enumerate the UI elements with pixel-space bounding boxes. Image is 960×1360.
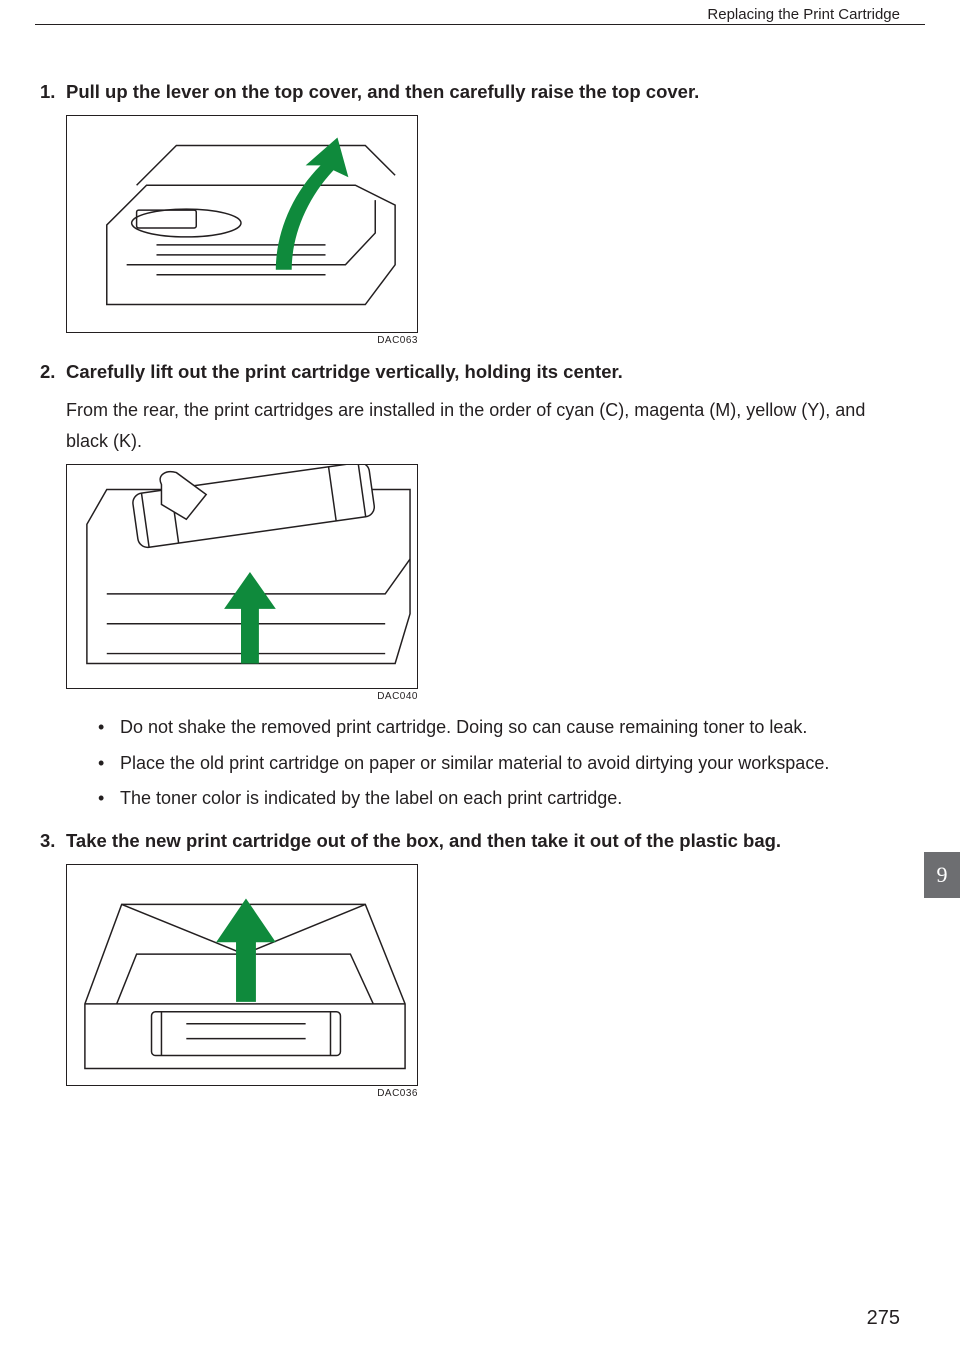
up-arrow-icon — [224, 572, 276, 663]
step-2-bullet-3: The toner color is indicated by the labe… — [98, 783, 900, 815]
figure-1-caption: DAC063 — [66, 335, 418, 346]
step-2-title: Carefully lift out the print cartridge v… — [66, 360, 900, 385]
step-1-heading: 1. Pull up the lever on the top cover, a… — [40, 80, 900, 105]
page-number: 275 — [867, 1307, 900, 1330]
step-3-heading: 3. Take the new print cartridge out of t… — [40, 829, 900, 854]
step-2: 2. Carefully lift out the print cartridg… — [40, 360, 900, 815]
printer-open-cover-icon — [67, 115, 417, 333]
step-2-number: 2. — [40, 360, 66, 385]
figure-1: DAC063 — [66, 115, 418, 346]
figure-2-caption: DAC040 — [66, 691, 418, 702]
step-2-bullet-2: Place the old print cartridge on paper o… — [98, 748, 900, 780]
content-area: 1. Pull up the lever on the top cover, a… — [40, 80, 900, 1113]
step-3-title: Take the new print cartridge out of the … — [66, 829, 900, 854]
step-2-bullets: Do not shake the removed print cartridge… — [98, 712, 900, 815]
step-1: 1. Pull up the lever on the top cover, a… — [40, 80, 900, 346]
step-1-number: 1. — [40, 80, 66, 105]
page-header-title: Replacing the Print Cartridge — [707, 6, 900, 23]
figure-2-image — [66, 464, 418, 689]
figure-2: DAC040 — [66, 464, 418, 702]
lift-cartridge-icon — [67, 464, 417, 689]
figure-3-image — [66, 864, 418, 1086]
figure-3-caption: DAC036 — [66, 1088, 418, 1099]
step-1-title: Pull up the lever on the top cover, and … — [66, 80, 900, 105]
unbox-cartridge-icon — [67, 864, 417, 1086]
manual-page: Replacing the Print Cartridge 9 1. Pull … — [0, 0, 960, 1360]
step-2-paragraph: From the rear, the print cartridges are … — [66, 395, 900, 456]
step-3: 3. Take the new print cartridge out of t… — [40, 829, 900, 1099]
step-3-number: 3. — [40, 829, 66, 854]
chapter-tab: 9 — [924, 852, 960, 898]
up-arrow-icon — [276, 137, 349, 269]
step-2-heading: 2. Carefully lift out the print cartridg… — [40, 360, 900, 385]
header-rule — [35, 24, 925, 25]
step-2-bullet-1: Do not shake the removed print cartridge… — [98, 712, 900, 744]
figure-3: DAC036 — [66, 864, 418, 1099]
figure-1-image — [66, 115, 418, 333]
